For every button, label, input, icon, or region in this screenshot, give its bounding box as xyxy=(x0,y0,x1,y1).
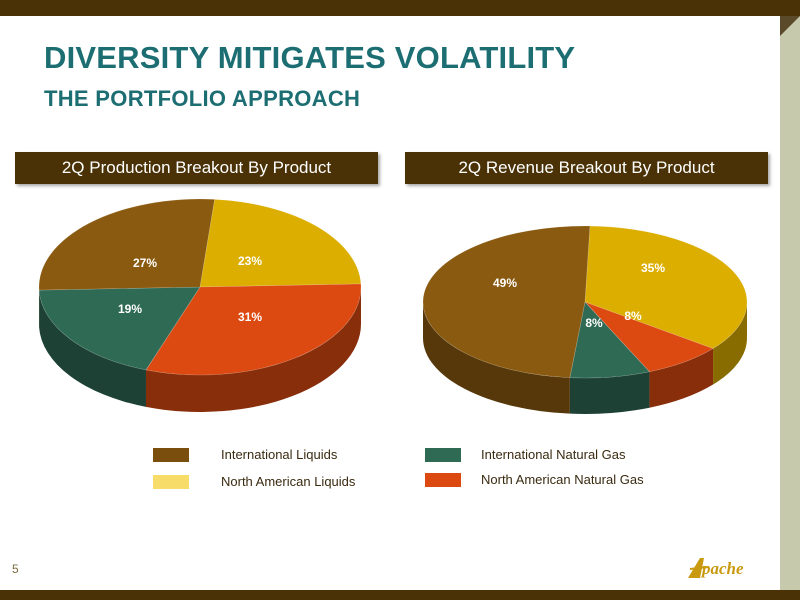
corner-decoration xyxy=(780,16,800,36)
pie-side-international-liquids xyxy=(423,302,570,414)
top-bar xyxy=(0,0,800,16)
legend-label: North American Natural Gas xyxy=(481,472,644,487)
apache-logo: pache xyxy=(688,558,744,578)
legend-label: International Natural Gas xyxy=(481,447,626,462)
pie-data-label: 49% xyxy=(493,276,517,290)
pie-slice-north-american-natural-gas xyxy=(145,283,362,376)
pie-side-international-natural-gas xyxy=(569,371,650,414)
revenue-pie: 35% 8% 8% 49% xyxy=(422,225,748,414)
production-chart-title: 2Q Production Breakout By Product xyxy=(15,152,378,184)
pie-data-label: 27% xyxy=(133,256,157,270)
legend-swatch xyxy=(153,448,189,462)
pie-slice-international-natural-gas xyxy=(569,301,651,379)
pie-data-label: 31% xyxy=(238,310,262,324)
pie-slice-north-american-natural-gas xyxy=(584,301,714,373)
slide-title: DIVERSITY MITIGATES VOLATILITY xyxy=(44,40,576,75)
legend-label: North American Liquids xyxy=(221,474,356,489)
legend-swatch xyxy=(425,448,461,462)
slide-subtitle: THE PORTFOLIO APPROACH xyxy=(44,86,361,111)
pie-side-north-american-natural-gas xyxy=(145,287,362,412)
pie-slice-international-liquids xyxy=(38,198,215,291)
legend-label: International Liquids xyxy=(221,447,338,462)
legend-swatch xyxy=(153,475,189,489)
page-number: 5 xyxy=(12,562,19,576)
pie-slice-north-american-liquids xyxy=(199,199,362,288)
side-panel xyxy=(780,16,800,590)
revenue-chart-title: 2Q Revenue Breakout By Product xyxy=(405,152,768,184)
legend-swatch xyxy=(425,473,461,487)
pie-side-north-american-liquids xyxy=(713,302,747,385)
svg-text:pache: pache xyxy=(700,559,744,578)
pie-slice-international-natural-gas xyxy=(38,286,201,371)
pie-data-label: 23% xyxy=(238,254,262,268)
pie-data-label: 19% xyxy=(118,302,142,316)
bottom-bar xyxy=(0,590,800,600)
pie-data-label: 8% xyxy=(624,309,642,323)
pie-slice-international-liquids xyxy=(422,225,591,378)
pie-side-international-natural-gas xyxy=(39,290,146,407)
pie-data-label: 35% xyxy=(641,261,665,275)
production-pie: 23% 31% 19% 27% xyxy=(38,198,362,412)
pie-side-north-american-natural-gas xyxy=(649,348,714,408)
pie-slice-north-american-liquids xyxy=(584,225,748,349)
pie-data-label: 8% xyxy=(585,316,603,330)
